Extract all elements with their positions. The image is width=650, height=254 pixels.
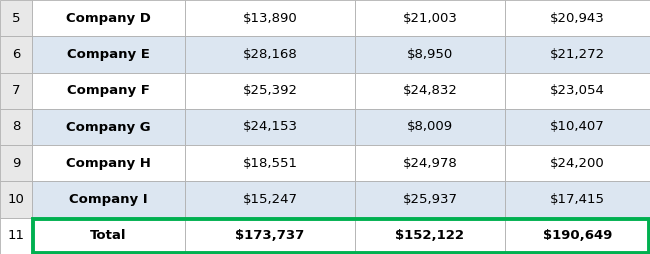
Bar [355,181,505,218]
Text: $15,247: $15,247 [242,193,298,206]
Bar [355,109,505,145]
Bar [185,218,355,254]
Bar [32,109,185,145]
Text: 5: 5 [12,12,20,25]
Text: Total: Total [90,229,127,242]
Text: $152,122: $152,122 [395,229,465,242]
Text: $8,950: $8,950 [407,48,453,61]
Text: $18,551: $18,551 [242,157,298,170]
Text: Company H: Company H [66,157,151,170]
Bar [185,145,355,181]
Text: 11: 11 [8,229,25,242]
Text: $21,272: $21,272 [550,48,605,61]
Text: $20,943: $20,943 [550,12,605,25]
Text: 7: 7 [12,84,20,97]
Bar [355,145,505,181]
Bar [0,36,32,73]
Bar [32,181,185,218]
Bar [32,36,185,73]
Bar [185,36,355,73]
Bar [185,109,355,145]
Text: Company D: Company D [66,12,151,25]
Bar [0,0,32,36]
Text: Company E: Company E [67,48,150,61]
Bar [32,73,185,109]
Bar [355,0,505,36]
Text: $17,415: $17,415 [550,193,605,206]
Text: $25,937: $25,937 [402,193,458,206]
Text: 8: 8 [12,120,20,134]
Bar [505,0,650,36]
Text: $24,978: $24,978 [402,157,458,170]
Bar [32,218,185,254]
Text: Company I: Company I [69,193,148,206]
Bar [185,181,355,218]
Text: $24,832: $24,832 [402,84,458,97]
Text: 9: 9 [12,157,20,170]
Text: $21,003: $21,003 [402,12,458,25]
Bar [355,73,505,109]
Bar [355,218,505,254]
Text: $28,168: $28,168 [242,48,298,61]
Text: $10,407: $10,407 [550,120,605,134]
Bar [33,219,649,252]
Bar [0,218,32,254]
Bar [505,218,650,254]
Text: $173,737: $173,737 [235,229,305,242]
Text: $25,392: $25,392 [242,84,298,97]
Bar [505,181,650,218]
Bar [0,181,32,218]
Bar [505,73,650,109]
Bar [0,73,32,109]
Text: 6: 6 [12,48,20,61]
Text: $24,200: $24,200 [550,157,605,170]
Text: Company G: Company G [66,120,151,134]
Bar [0,109,32,145]
Bar [185,0,355,36]
Text: $8,009: $8,009 [407,120,453,134]
Text: Company F: Company F [67,84,150,97]
Bar [0,145,32,181]
Text: 10: 10 [8,193,25,206]
Bar [505,109,650,145]
Bar [32,145,185,181]
Text: $23,054: $23,054 [550,84,605,97]
Bar [355,36,505,73]
Text: $24,153: $24,153 [242,120,298,134]
Bar [32,0,185,36]
Bar [505,36,650,73]
Text: $190,649: $190,649 [543,229,612,242]
Bar [505,145,650,181]
Text: $13,890: $13,890 [242,12,298,25]
Bar [185,73,355,109]
